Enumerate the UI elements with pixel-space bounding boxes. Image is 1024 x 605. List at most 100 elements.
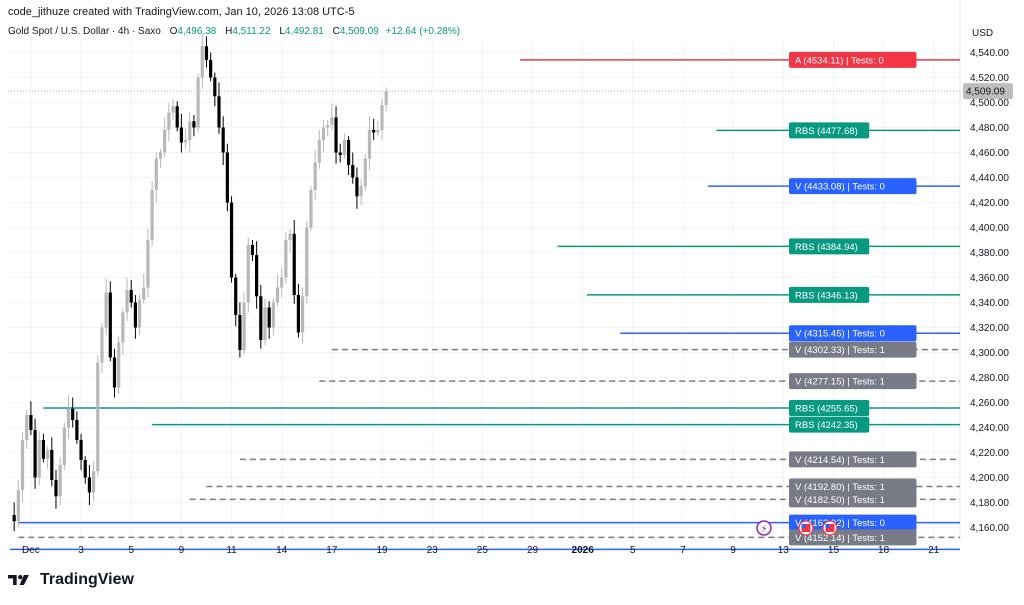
level-label-text: V (4315.45) | Tests: 0 [795, 329, 885, 340]
candle-body [158, 152, 163, 159]
level-labels: A (4534.11) | Tests: 0 RBS (4477.68) V (44… [789, 51, 1013, 546]
candle-body [129, 290, 133, 303]
price-tick-label: 4,520.00 [970, 73, 1009, 84]
level-label-box [789, 286, 870, 303]
candle-body [326, 125, 330, 128]
candle-body [234, 277, 238, 315]
candle-body [192, 121, 196, 128]
level-label-box [789, 491, 917, 508]
candle-body [75, 420, 79, 440]
candle-body [96, 362, 100, 472]
candle-body [355, 177, 359, 197]
candle-body [167, 112, 171, 130]
candle-body [246, 245, 250, 303]
candle-body [175, 106, 179, 128]
level-label-text: V (4182.50) | Tests: 1 [795, 495, 885, 506]
candle-body [58, 465, 62, 497]
footer-brand: TradingView [8, 571, 134, 589]
candle-body [296, 295, 301, 333]
candle-body [334, 117, 338, 153]
candle-body [309, 190, 313, 228]
candle-body [79, 440, 83, 460]
candle-body [146, 240, 150, 288]
lightning-event-icon [756, 520, 772, 536]
candle-body [171, 106, 175, 113]
candle-body [267, 307, 271, 328]
candle-body [62, 427, 66, 465]
time-tick-label: Dec [22, 545, 40, 556]
candle-body [313, 162, 317, 190]
time-tick-label: 2026 [572, 545, 595, 556]
candle-body [12, 515, 16, 522]
candle-body [367, 130, 372, 159]
level-label-box [789, 399, 870, 416]
us-flag-canton-icon [825, 524, 830, 528]
level-label-text: RBS (4384.94) [795, 242, 858, 253]
time-tick-label: 7 [680, 545, 686, 556]
candle-body [242, 302, 246, 350]
candle-body [288, 233, 292, 240]
level-label-box [789, 514, 917, 531]
level-label-text: V (4214.54) | Tests: 1 [795, 455, 885, 466]
candle-body [200, 46, 204, 78]
level-label-text: V (4163.92) | Tests: 0 [795, 518, 885, 529]
change-value: +12.64 (+0.28%) [385, 26, 461, 37]
candle-body [41, 440, 46, 459]
time-tick-label: 15 [828, 545, 840, 556]
price-tick-label: 4,480.00 [970, 123, 1009, 134]
candle-body [142, 287, 146, 300]
candle-body [317, 140, 321, 163]
high-key: H [225, 26, 233, 37]
candle-body [346, 140, 351, 165]
brand-name: TradingView [40, 571, 134, 588]
candle-body [221, 127, 225, 153]
price-axis: 4,160.00 4,180.00 4,200.00 4,220.00 4,240.00… [970, 48, 1009, 534]
candle-body [188, 121, 192, 140]
candle-body [359, 186, 363, 197]
price-chart[interactable]: 4,160.00 4,180.00 4,200.00 4,220.00 4,240.00… [0, 0, 1024, 560]
candle-body [150, 190, 154, 240]
time-tick-label: 13 [778, 545, 790, 556]
level-label-box [789, 478, 917, 495]
close-key: C [332, 26, 340, 37]
open-key: O [169, 26, 178, 37]
candle-body [342, 140, 346, 155]
candle-body [204, 46, 209, 60]
candle-body [255, 255, 259, 297]
price-tick-label: 4,280.00 [970, 373, 1009, 384]
level-label-text: RBS (4242.35) [795, 420, 858, 431]
candle-body [363, 158, 367, 187]
time-tick-label: 19 [376, 545, 388, 556]
candle-body [50, 450, 54, 480]
candle-body [108, 292, 112, 358]
time-axis: Dec 3 5 9 11 14 17 19 23 25 29 2026 5 7 9 13 15 18 21 [22, 545, 940, 556]
lightning-glyph-icon: ⚡ [760, 524, 767, 535]
candle-body [275, 287, 280, 303]
candle-body [351, 165, 355, 178]
candle-body [284, 240, 288, 278]
open-value: 4,496.38 [177, 26, 217, 37]
price-tick-label: 4,220.00 [970, 448, 1009, 459]
candle-body [250, 245, 255, 255]
symbol-name[interactable]: Gold Spot / U.S. Dollar · 4h · Saxo [8, 26, 161, 37]
candle-body [196, 77, 200, 128]
candle-body [229, 202, 234, 278]
level-label-box [789, 341, 917, 358]
current-price-text: 4,509.09 [966, 87, 1005, 98]
price-tick-label: 4,180.00 [970, 498, 1009, 509]
candle-body [263, 307, 267, 340]
candle-body [100, 327, 104, 363]
time-tick-label: 25 [477, 545, 489, 556]
currency-label[interactable]: USD [972, 28, 994, 39]
candle-body [25, 415, 29, 440]
price-tick-label: 4,340.00 [970, 298, 1009, 309]
time-tick-label: 18 [878, 545, 890, 556]
candle-body [301, 296, 305, 333]
price-tick-label: 4,300.00 [970, 348, 1009, 359]
high-value: 4,511.22 [232, 26, 271, 37]
level-label-box [789, 51, 917, 68]
candle-body [338, 152, 342, 155]
price-tick-label: 4,160.00 [970, 523, 1009, 534]
candle-body [66, 408, 71, 428]
chart-markers: ⚡ [756, 520, 838, 536]
